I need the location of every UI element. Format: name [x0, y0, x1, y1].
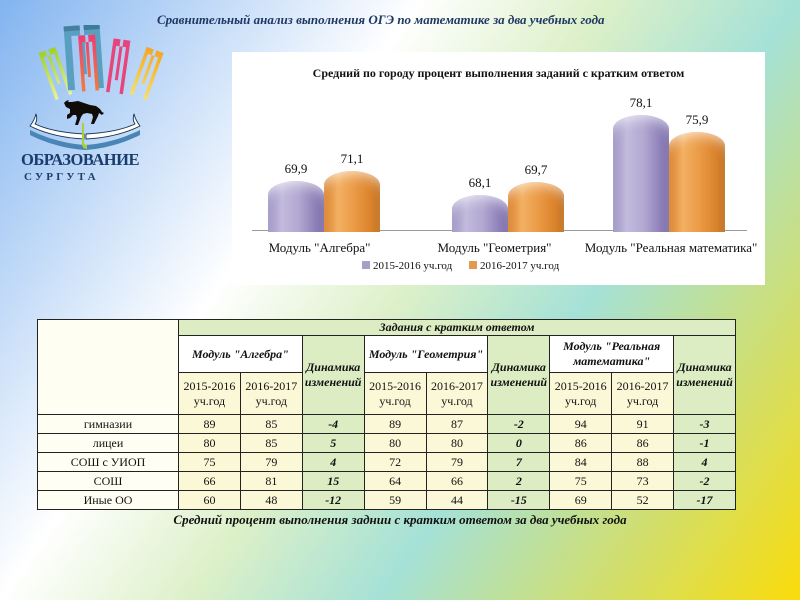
svg-text:ОБРАЗОВАНИЕ: ОБРАЗОВАНИЕ [21, 150, 139, 169]
svg-text:СУРГУТА: СУРГУТА [24, 171, 99, 183]
